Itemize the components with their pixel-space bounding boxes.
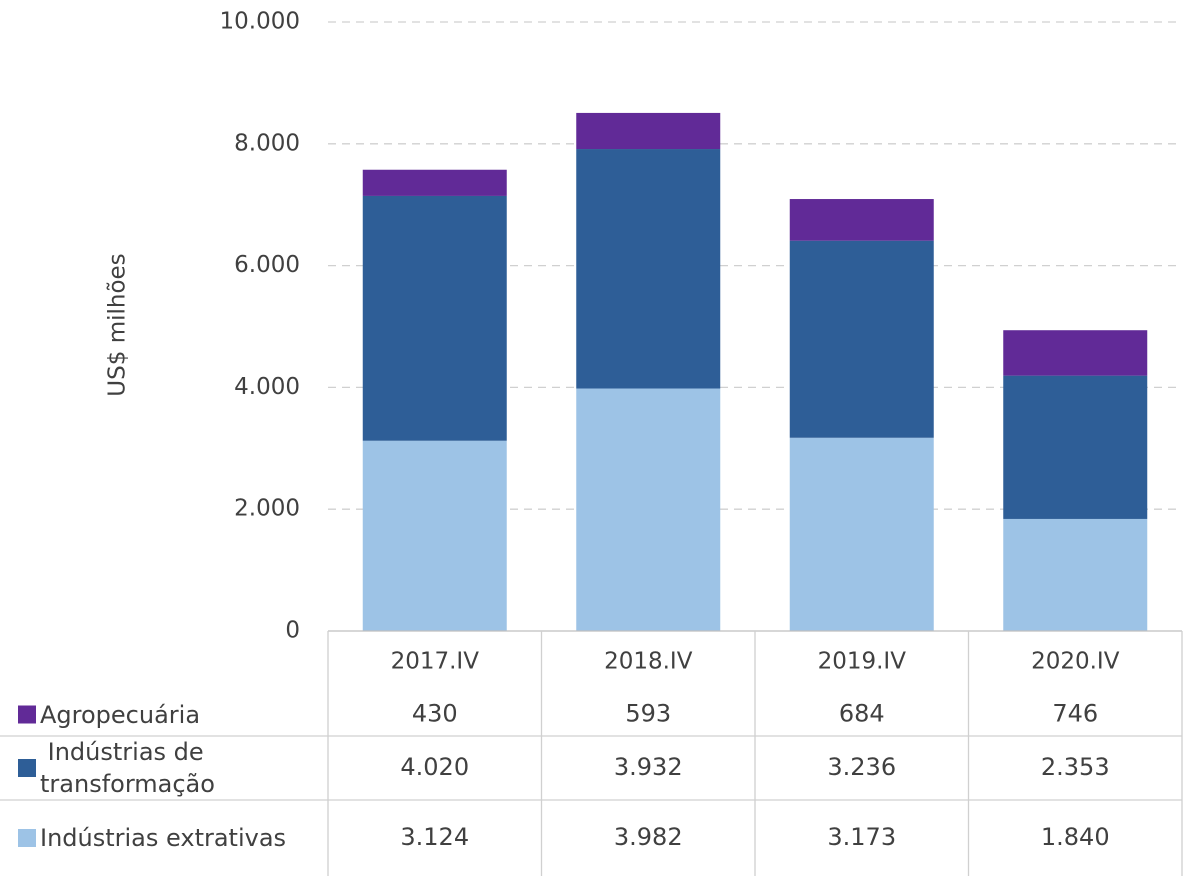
data-label: 3.173 bbox=[827, 823, 896, 851]
y-tick-label: 4.000 bbox=[234, 374, 300, 400]
bar-segment bbox=[576, 149, 721, 389]
legend-swatch bbox=[18, 759, 36, 777]
data-label: 3.932 bbox=[614, 753, 683, 781]
bar-segment bbox=[789, 437, 934, 631]
data-label: 684 bbox=[839, 700, 885, 728]
bar-segment bbox=[576, 388, 721, 631]
data-label: 593 bbox=[625, 700, 671, 728]
data-label: 3.982 bbox=[614, 823, 683, 851]
legend-label-box: Indústrias extrativas bbox=[40, 824, 287, 852]
x-tick-label: 2017.IV bbox=[391, 649, 480, 675]
x-tick-label: 2019.IV bbox=[818, 649, 907, 675]
bar-segment bbox=[362, 195, 507, 441]
data-label: 2.353 bbox=[1041, 753, 1110, 781]
bar-segment bbox=[362, 440, 507, 631]
y-tick-label: 2.000 bbox=[234, 496, 300, 522]
y-axis-label: US$ milhões bbox=[105, 253, 131, 396]
data-label: 1.840 bbox=[1041, 823, 1110, 851]
legend-label-box: Indústrias de transformação bbox=[40, 738, 215, 798]
y-tick-label: 6.000 bbox=[234, 252, 300, 278]
data-label: 4.020 bbox=[400, 753, 469, 781]
data-label: 430 bbox=[412, 700, 458, 728]
legend-swatch bbox=[18, 829, 36, 847]
legend-label-box: Agropecuária bbox=[40, 700, 201, 729]
bar-segment bbox=[789, 199, 934, 241]
bar-segment bbox=[362, 169, 507, 196]
data-label: 3.124 bbox=[400, 823, 469, 851]
bar-segment bbox=[1003, 330, 1148, 376]
y-tick-label: 0 bbox=[285, 618, 300, 644]
x-tick-label: 2020.IV bbox=[1031, 649, 1120, 675]
legend-label: Indústrias extrativas bbox=[40, 824, 287, 852]
legend-label: Agropecuária bbox=[40, 700, 201, 729]
bar-segment bbox=[1003, 375, 1148, 519]
legend-label: Indústrias de transformação bbox=[40, 738, 215, 798]
data-label: 3.236 bbox=[827, 753, 896, 781]
legend-swatch bbox=[18, 705, 36, 724]
y-tick-label: 10.000 bbox=[220, 9, 300, 35]
x-tick-label: 2018.IV bbox=[604, 649, 693, 675]
y-tick-label: 8.000 bbox=[234, 130, 300, 156]
data-label: 746 bbox=[1052, 700, 1098, 728]
bar-segment bbox=[1003, 518, 1148, 631]
bar-segment bbox=[576, 112, 721, 150]
bar-segment bbox=[789, 240, 934, 438]
